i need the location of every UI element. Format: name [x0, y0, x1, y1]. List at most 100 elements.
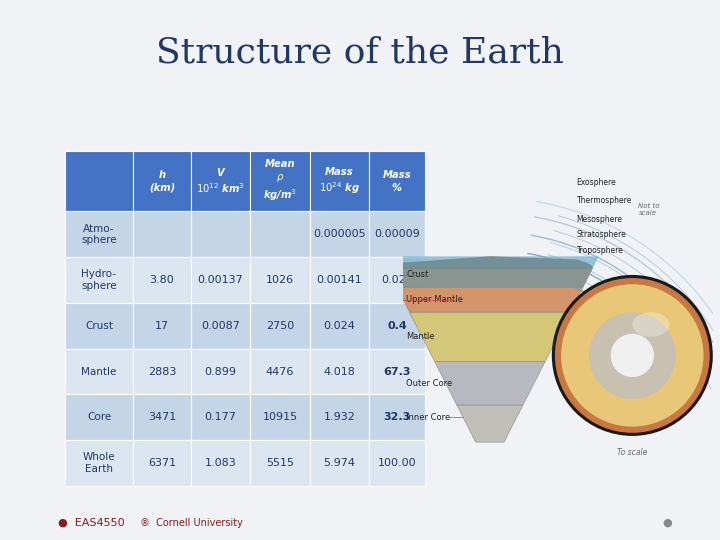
FancyBboxPatch shape [251, 349, 310, 395]
Text: 0.000005: 0.000005 [313, 230, 366, 239]
Text: 0.177: 0.177 [204, 413, 236, 422]
Text: Stratosphere: Stratosphere [577, 230, 626, 239]
Text: Structure of the Earth: Structure of the Earth [156, 35, 564, 69]
Circle shape [589, 312, 675, 399]
FancyBboxPatch shape [369, 349, 425, 395]
Text: Mass
$10^{24}$ kg: Mass $10^{24}$ kg [319, 167, 360, 196]
Text: Inner Core: Inner Core [406, 413, 451, 422]
FancyBboxPatch shape [65, 349, 133, 395]
Text: 3471: 3471 [148, 413, 176, 422]
Text: 0.00141: 0.00141 [316, 275, 362, 285]
Text: Atmo-
sphere: Atmo- sphere [81, 224, 117, 245]
FancyBboxPatch shape [133, 303, 191, 349]
Text: 1026: 1026 [266, 275, 294, 285]
Text: 1.083: 1.083 [204, 458, 236, 468]
Text: Mean
$\rho$
kg/m$^3$: Mean $\rho$ kg/m$^3$ [263, 159, 297, 203]
Text: 3.80: 3.80 [150, 275, 174, 285]
FancyBboxPatch shape [133, 349, 191, 395]
FancyBboxPatch shape [65, 212, 133, 257]
Text: Outer Core: Outer Core [406, 379, 453, 388]
Ellipse shape [632, 312, 670, 337]
FancyBboxPatch shape [369, 257, 425, 303]
FancyBboxPatch shape [133, 395, 191, 440]
FancyBboxPatch shape [251, 212, 310, 257]
FancyBboxPatch shape [251, 440, 310, 486]
FancyBboxPatch shape [133, 151, 191, 212]
FancyBboxPatch shape [310, 349, 369, 395]
Text: Not to
scale: Not to scale [639, 204, 660, 217]
FancyBboxPatch shape [251, 257, 310, 303]
Circle shape [611, 334, 654, 377]
Polygon shape [387, 269, 593, 287]
FancyBboxPatch shape [133, 257, 191, 303]
Polygon shape [435, 362, 545, 405]
Text: 4.018: 4.018 [323, 367, 355, 376]
FancyBboxPatch shape [251, 303, 310, 349]
Text: 0.0087: 0.0087 [201, 321, 240, 331]
Text: 0.4: 0.4 [387, 321, 407, 331]
Text: 10915: 10915 [262, 413, 297, 422]
FancyBboxPatch shape [65, 440, 133, 486]
Text: 100.00: 100.00 [377, 458, 416, 468]
FancyBboxPatch shape [310, 440, 369, 486]
FancyBboxPatch shape [191, 257, 251, 303]
FancyBboxPatch shape [191, 440, 251, 486]
Text: Exosphere: Exosphere [577, 178, 616, 186]
Circle shape [555, 278, 710, 433]
FancyBboxPatch shape [133, 212, 191, 257]
Text: 5.974: 5.974 [323, 458, 355, 468]
Text: 0.024: 0.024 [381, 275, 413, 285]
Text: 17: 17 [155, 321, 169, 331]
Polygon shape [410, 312, 570, 362]
FancyBboxPatch shape [65, 303, 133, 349]
FancyBboxPatch shape [191, 395, 251, 440]
Text: 32.3: 32.3 [383, 413, 410, 422]
FancyBboxPatch shape [310, 212, 369, 257]
FancyBboxPatch shape [65, 151, 133, 212]
FancyBboxPatch shape [369, 303, 425, 349]
Text: ●  EAS4550: ● EAS4550 [58, 518, 125, 528]
Polygon shape [387, 256, 593, 269]
Text: Mantle: Mantle [406, 332, 435, 341]
Polygon shape [397, 287, 583, 312]
FancyBboxPatch shape [65, 257, 133, 303]
Text: Crust: Crust [406, 271, 428, 279]
Text: V
$10^{12}$ km$^3$: V $10^{12}$ km$^3$ [196, 167, 245, 195]
FancyBboxPatch shape [310, 395, 369, 440]
Circle shape [552, 275, 713, 436]
Polygon shape [456, 405, 523, 442]
FancyBboxPatch shape [310, 303, 369, 349]
Text: Thermosphere: Thermosphere [577, 196, 632, 205]
Text: 0.00137: 0.00137 [197, 275, 243, 285]
FancyBboxPatch shape [251, 151, 310, 212]
FancyBboxPatch shape [133, 440, 191, 486]
Text: h
(km): h (km) [149, 170, 175, 193]
FancyBboxPatch shape [191, 303, 251, 349]
FancyBboxPatch shape [310, 151, 369, 212]
Polygon shape [381, 256, 599, 269]
Text: 0.899: 0.899 [204, 367, 236, 376]
Text: 0.00009: 0.00009 [374, 230, 420, 239]
Text: Mesosphere: Mesosphere [577, 215, 623, 224]
Text: Troposphere: Troposphere [577, 246, 624, 255]
Text: 1.932: 1.932 [323, 413, 355, 422]
FancyBboxPatch shape [65, 395, 133, 440]
Circle shape [561, 284, 703, 427]
Text: 0.024: 0.024 [323, 321, 355, 331]
Text: 6371: 6371 [148, 458, 176, 468]
FancyBboxPatch shape [191, 212, 251, 257]
FancyBboxPatch shape [191, 349, 251, 395]
FancyBboxPatch shape [369, 440, 425, 486]
Text: 5515: 5515 [266, 458, 294, 468]
Text: 2883: 2883 [148, 367, 176, 376]
Text: 4476: 4476 [266, 367, 294, 376]
Text: ®  Cornell University: ® Cornell University [137, 518, 243, 528]
Text: ●: ● [662, 518, 672, 528]
Text: Mass
%: Mass % [382, 170, 411, 193]
Text: 67.3: 67.3 [383, 367, 410, 376]
FancyBboxPatch shape [369, 151, 425, 212]
Text: Hydro-
sphere: Hydro- sphere [81, 269, 117, 291]
FancyBboxPatch shape [310, 257, 369, 303]
Text: 2750: 2750 [266, 321, 294, 331]
Text: To scale: To scale [617, 448, 647, 457]
